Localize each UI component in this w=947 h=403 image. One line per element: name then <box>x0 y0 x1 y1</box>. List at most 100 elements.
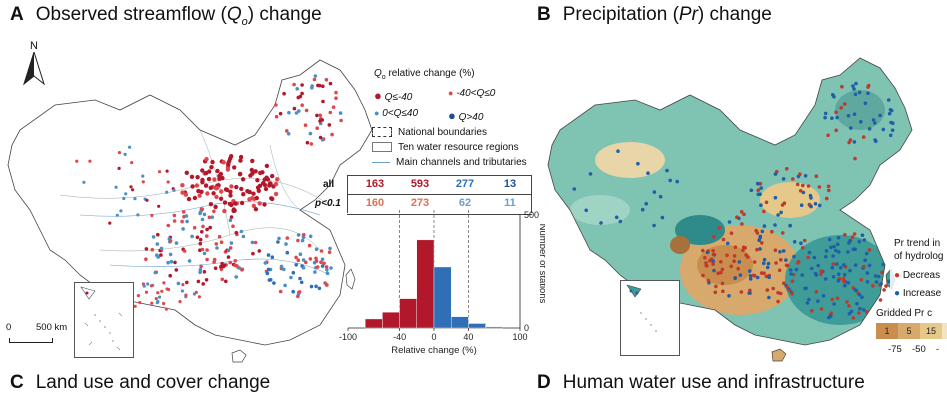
inset-south-china-sea-b <box>620 280 680 356</box>
station-dot <box>328 110 333 115</box>
station-dot <box>276 240 280 244</box>
station-dot <box>781 231 785 235</box>
station-dot <box>119 209 123 213</box>
station-dot <box>855 301 859 306</box>
station-dot <box>224 279 228 284</box>
station-dot <box>705 250 710 255</box>
station-dot <box>247 189 252 195</box>
station-dot <box>665 168 669 173</box>
station-dot <box>214 194 219 200</box>
station-dot <box>792 254 796 259</box>
station-dot <box>320 264 325 268</box>
station-dot <box>767 295 771 300</box>
station-dot <box>286 132 291 136</box>
station-dot <box>711 259 715 263</box>
station-dot <box>238 171 243 177</box>
station-dot <box>234 230 239 235</box>
station-dot <box>803 174 808 178</box>
station-dot <box>298 94 303 99</box>
station-dot <box>117 151 122 155</box>
station-dot <box>739 290 744 294</box>
station-dot <box>270 255 275 259</box>
station-dot <box>764 200 769 205</box>
station-dot <box>292 82 296 87</box>
station-dot <box>886 98 891 102</box>
station-dot <box>289 275 293 280</box>
station-dot <box>800 273 804 277</box>
station-dot <box>228 260 232 265</box>
histogram-bar <box>450 316 469 329</box>
china-boundary-b <box>547 57 913 346</box>
station-dot <box>834 248 838 253</box>
colorbar-tick-3: - <box>936 344 940 355</box>
station-dot <box>859 278 864 282</box>
station-dot <box>652 190 657 194</box>
station-dot <box>873 274 878 278</box>
station-dot <box>831 254 835 258</box>
station-dot <box>644 201 648 206</box>
station-dot <box>738 273 743 277</box>
station-dot <box>829 245 833 250</box>
station-dot <box>790 292 794 296</box>
station-dot <box>830 297 834 302</box>
station-dot <box>200 217 205 222</box>
panel-b-letter: B <box>537 4 551 25</box>
station-dot <box>835 115 839 120</box>
station-dot <box>810 309 814 313</box>
inset-south-china-sea-a <box>74 282 134 358</box>
station-dot <box>839 106 843 110</box>
station-dot <box>300 91 304 96</box>
north-arrow: N <box>22 40 46 97</box>
station-dot <box>294 255 298 260</box>
station-dot <box>249 167 254 173</box>
station-dot <box>771 286 775 291</box>
stat-p-4: 11 <box>504 197 516 209</box>
station-dot <box>257 183 263 188</box>
station-dot <box>239 200 245 206</box>
station-dot <box>835 262 839 266</box>
station-dot <box>115 213 119 217</box>
station-dot <box>215 168 220 174</box>
station-dot <box>826 184 831 189</box>
legend-b-line1: Pr trend in <box>894 238 941 249</box>
station-dot <box>729 231 734 235</box>
station-dot <box>328 81 333 86</box>
station-dot <box>223 187 229 192</box>
station-dot <box>283 283 287 288</box>
station-dot <box>836 236 841 240</box>
station-dot <box>260 170 265 175</box>
station-dot <box>809 196 813 200</box>
station-dot <box>156 232 160 237</box>
station-dot <box>636 161 640 166</box>
station-dot <box>150 213 154 218</box>
legend-b: Pr trend in of hydrolog ● Decreas ● Incr… <box>890 238 947 308</box>
station-dot <box>153 270 158 275</box>
station-dot <box>278 289 283 294</box>
station-dot <box>778 250 782 254</box>
station-dot <box>196 279 201 284</box>
station-dot <box>149 284 153 288</box>
station-dot <box>296 294 300 299</box>
colorbar-tick-1: -75 <box>888 344 902 355</box>
station-dot <box>238 158 243 163</box>
station-dot <box>250 171 255 176</box>
station-dot <box>208 225 212 230</box>
station-dot <box>842 263 846 267</box>
station-dot <box>198 270 202 275</box>
station-dot <box>257 249 262 253</box>
station-dot <box>226 248 231 253</box>
station-dot <box>743 246 747 250</box>
station-dot <box>182 249 187 253</box>
station-dot <box>857 90 862 95</box>
station-dot <box>227 201 233 207</box>
station-dot <box>300 103 305 107</box>
station-dot <box>741 248 745 253</box>
station-dot <box>239 186 244 192</box>
station-dot <box>829 314 833 319</box>
station-dot <box>878 113 882 118</box>
station-dot <box>274 114 279 119</box>
station-dot <box>776 299 780 304</box>
station-dot <box>863 258 867 262</box>
station-dot <box>748 291 752 295</box>
station-dot <box>761 261 766 266</box>
